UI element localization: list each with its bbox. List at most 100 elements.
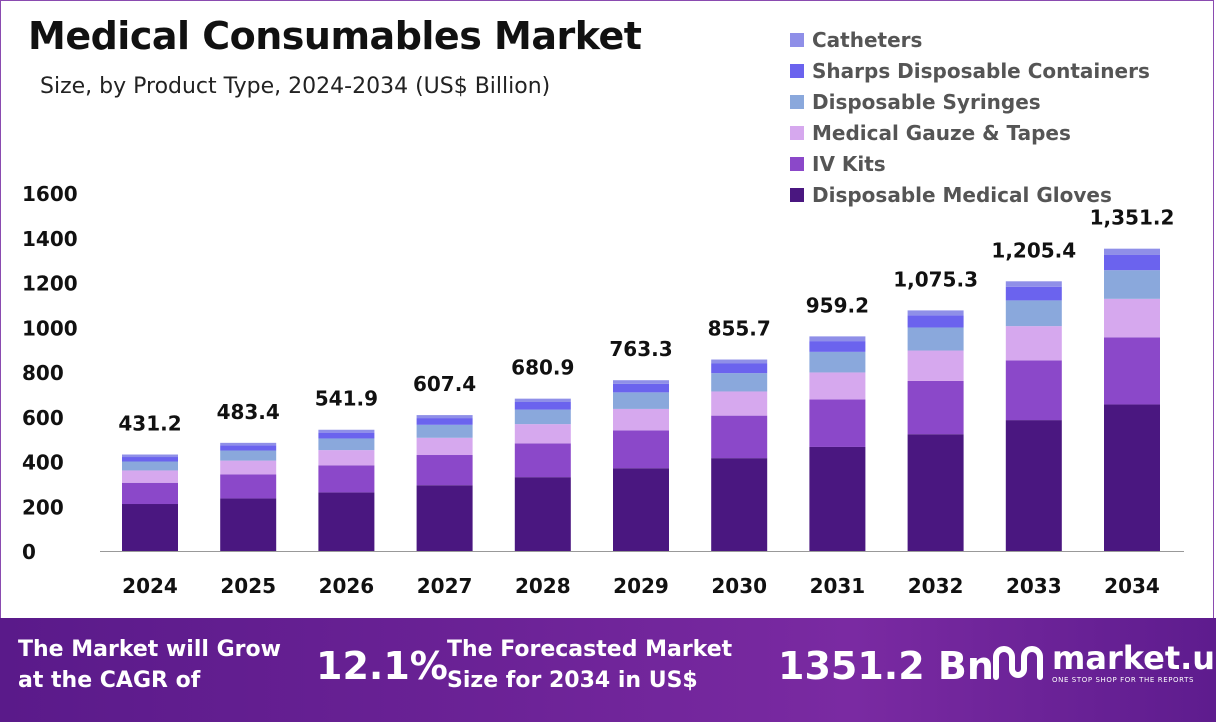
bar-segment-sharps bbox=[1104, 254, 1160, 271]
y-tick-label: 1600 bbox=[22, 182, 78, 206]
bar-segment-gloves bbox=[514, 477, 571, 551]
bar-segment-catheters bbox=[1104, 248, 1160, 255]
bar-segment-iv_kits bbox=[613, 430, 669, 469]
bar-segment-gloves bbox=[1005, 420, 1062, 551]
bar-total-label: 483.4 bbox=[217, 400, 280, 424]
bar-segment-iv_kits bbox=[416, 455, 473, 486]
bar-segment-iv_kits bbox=[122, 482, 178, 505]
bar-total-label: 1,351.2 bbox=[1090, 206, 1175, 230]
x-tick-label: 2026 bbox=[319, 574, 375, 598]
bar-segment-catheters bbox=[122, 454, 178, 458]
bar-total-label: 431.2 bbox=[118, 412, 181, 436]
bar-segment-syringes bbox=[1104, 270, 1160, 299]
x-tick-label: 2029 bbox=[613, 574, 669, 598]
bar-segment-sharps bbox=[613, 383, 669, 393]
bar-segment-syringes bbox=[220, 450, 277, 461]
bar-chart: 0 200 400 600 800 1000 1200 1400 1600 431.2 2024 48… bbox=[22, 182, 1184, 598]
bar-segment-sharps bbox=[514, 401, 571, 410]
y-tick-label: 0 bbox=[22, 540, 36, 564]
bar-segment-iv_kits bbox=[809, 399, 866, 447]
bar-segment-gauze bbox=[711, 391, 768, 416]
legend-label: Disposable Syringes bbox=[812, 89, 1041, 114]
bar-segment-gloves bbox=[122, 504, 178, 551]
x-tick-label: 2027 bbox=[417, 574, 473, 598]
bar-segment-iv_kits bbox=[514, 443, 571, 478]
x-tick-label: 2031 bbox=[810, 574, 866, 598]
legend-label: Sharps Disposable Containers bbox=[812, 58, 1150, 83]
bar-segment-sharps bbox=[318, 432, 375, 439]
bar-segment-gloves bbox=[220, 498, 277, 551]
legend-label: Disposable Medical Gloves bbox=[812, 182, 1112, 207]
bar-segment-catheters bbox=[514, 398, 571, 402]
bar-segment-catheters bbox=[416, 415, 473, 419]
bar-segment-sharps bbox=[907, 315, 964, 328]
bar-segment-gloves bbox=[809, 446, 866, 551]
bar-segment-catheters bbox=[318, 429, 375, 433]
brand-logo-icon bbox=[993, 646, 1043, 680]
legend-swatch-iv-kits bbox=[790, 156, 804, 171]
bar-segment-gauze bbox=[416, 437, 473, 456]
bar-segment-catheters bbox=[809, 336, 866, 342]
brand-logo: market.us ONE STOP SHOP FOR THE REPORTS bbox=[990, 642, 1216, 684]
bar-total-label: 959.2 bbox=[806, 293, 869, 317]
bar-segment-syringes bbox=[613, 392, 669, 409]
forecast-value: 1351.2 Bn bbox=[778, 644, 994, 688]
y-tick-label: 400 bbox=[22, 451, 64, 475]
bar-total-label: 1,205.4 bbox=[991, 238, 1076, 262]
bar-segment-gauze bbox=[514, 424, 571, 444]
legend-swatch-syringes bbox=[790, 94, 804, 109]
legend-item-catheters: Catheters bbox=[790, 24, 1150, 55]
bar-segment-sharps bbox=[220, 445, 277, 451]
x-tick-label: 2025 bbox=[220, 574, 276, 598]
brand-tagline: ONE STOP SHOP FOR THE REPORTS bbox=[1052, 676, 1195, 684]
bar-segment-iv_kits bbox=[220, 474, 277, 499]
bar-segment-gauze bbox=[1104, 298, 1160, 338]
legend-label: Catheters bbox=[812, 27, 923, 52]
bar-total-label: 607.4 bbox=[413, 372, 476, 396]
chart-subtitle: Size, by Product Type, 2024-2034 (US$ Bi… bbox=[40, 74, 551, 99]
legend-swatch-sharps bbox=[790, 63, 804, 78]
brand-name: market.us bbox=[1052, 639, 1216, 677]
bar-segment-syringes bbox=[122, 461, 178, 471]
bar-total-label: 541.9 bbox=[315, 387, 378, 411]
bar-segment-gauze bbox=[122, 470, 178, 483]
bar-segment-catheters bbox=[613, 380, 669, 384]
bar-segment-catheters bbox=[711, 359, 768, 364]
bar-segment-syringes bbox=[809, 351, 866, 373]
y-tick-label: 1000 bbox=[22, 316, 78, 340]
x-tick-label: 2032 bbox=[908, 574, 964, 598]
bar-segment-sharps bbox=[711, 363, 768, 374]
x-tick-label: 2034 bbox=[1104, 574, 1160, 598]
bar-segment-iv_kits bbox=[1104, 337, 1160, 405]
legend-swatch-gloves bbox=[790, 187, 804, 202]
bar-segment-gauze bbox=[318, 450, 375, 466]
legend-label: IV Kits bbox=[812, 151, 886, 176]
legend-swatch-gauze bbox=[790, 125, 804, 140]
x-tick-label: 2033 bbox=[1006, 574, 1062, 598]
y-tick-label: 1400 bbox=[22, 227, 78, 251]
x-tick-label: 2030 bbox=[711, 574, 767, 598]
y-tick-label: 200 bbox=[22, 495, 64, 519]
bar-segment-iv_kits bbox=[907, 380, 964, 435]
forecast-label-line2: Size for 2034 in US$ bbox=[447, 668, 698, 693]
legend-item-iv-kits: IV Kits bbox=[790, 148, 1150, 179]
bar-segment-gloves bbox=[907, 434, 964, 551]
bar-total-label: 855.7 bbox=[708, 317, 771, 341]
y-tick-label: 800 bbox=[22, 361, 64, 385]
bar-segment-gloves bbox=[613, 468, 669, 551]
cagr-value: 12.1% bbox=[316, 644, 448, 688]
bar-segment-catheters bbox=[907, 310, 964, 316]
bar-segment-gauze bbox=[907, 350, 964, 381]
chart-title: Medical Consumables Market bbox=[28, 14, 642, 58]
bar-segment-iv_kits bbox=[1005, 360, 1062, 421]
bar-segment-gauze bbox=[1005, 326, 1062, 361]
legend-item-gauze: Medical Gauze & Tapes bbox=[790, 117, 1150, 148]
legend-label: Medical Gauze & Tapes bbox=[812, 120, 1071, 145]
footer-banner: The Market will Grow at the CAGR of 12.1… bbox=[0, 618, 1216, 722]
legend-item-syringes: Disposable Syringes bbox=[790, 86, 1150, 117]
bar-total-label: 763.3 bbox=[609, 337, 672, 361]
y-tick-label: 1200 bbox=[22, 272, 78, 296]
bar-segment-gloves bbox=[711, 458, 768, 551]
bar-segment-catheters bbox=[220, 442, 277, 446]
cagr-label-line2: at the CAGR of bbox=[18, 668, 201, 693]
